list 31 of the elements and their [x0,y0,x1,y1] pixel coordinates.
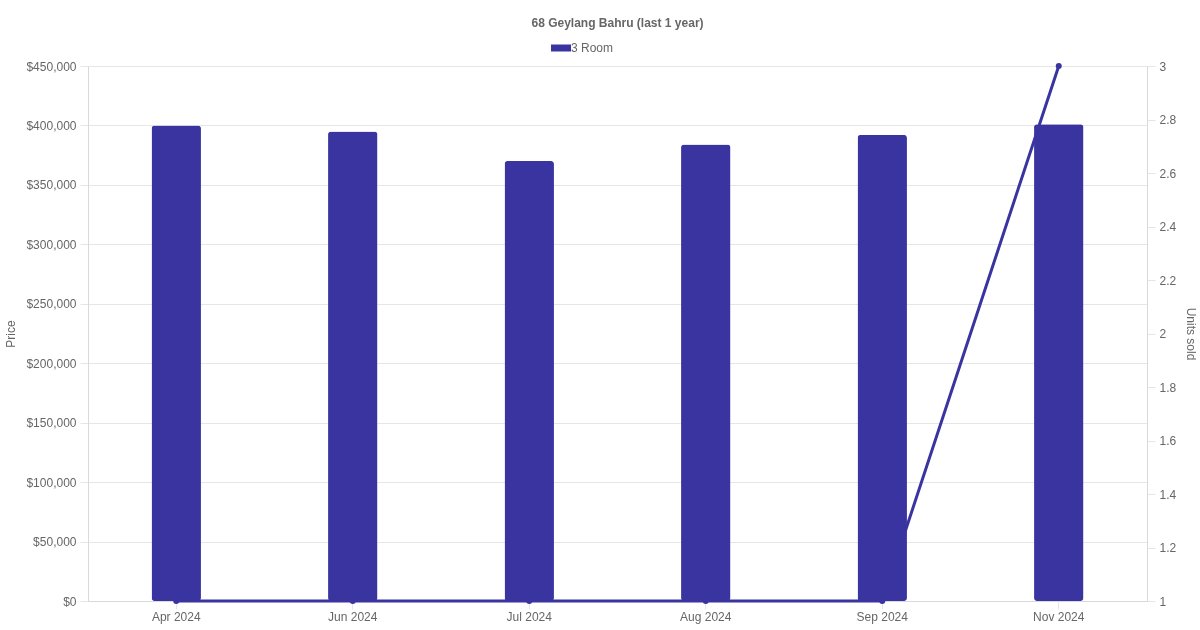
y-tick-label: $250,000 [26,297,77,312]
y2-tick-label: 3 [1159,59,1167,74]
x-tick-label: Nov 2024 [1033,609,1085,624]
chart-title: 68 Geylang Bahru (last 1 year) [531,16,704,30]
x-tick-label: Sep 2024 [856,609,909,624]
y2-tick-label: 2.8 [1159,113,1177,127]
x-tick-label: Jul 2024 [506,609,553,624]
y2-tick-label: 2.6 [1159,166,1177,181]
y2-tick-label: 2.4 [1159,220,1177,234]
y2-tick-label: 1.6 [1159,434,1177,448]
y2-tick-label: 1.8 [1159,380,1177,395]
y-axis-title: Price [4,320,19,348]
y-tick-label: $100,000 [26,475,77,490]
y-tick-label: $0 [63,594,77,609]
y-tick-label: $300,000 [26,237,77,252]
y2-tick-label: 1.4 [1159,487,1177,502]
y-tick-label: $400,000 [26,118,77,133]
y-tick-label: $150,000 [26,416,77,431]
y-tick-label: $350,000 [26,178,77,193]
y2-tick-label: 1 [1159,594,1167,609]
y-tick-label: $450,000 [26,59,77,74]
y2-tick-label: 2.2 [1159,273,1177,288]
x-tick-label: Jun 2024 [328,609,378,624]
y-tick-label: $200,000 [26,356,77,371]
x-tick-label: Apr 2024 [151,609,201,624]
y-tick-label: $50,000 [33,535,77,550]
x-tick-label: Aug 2024 [680,609,732,624]
y2-tick-label: 2 [1159,327,1167,341]
y2-axis-title: Units sold [1184,307,1199,361]
legend-label: 3 Room [571,41,614,55]
y2-tick-label: 1.2 [1159,541,1177,555]
